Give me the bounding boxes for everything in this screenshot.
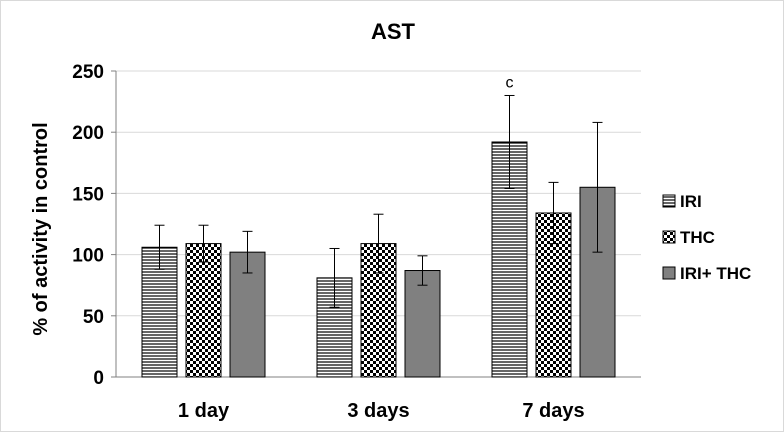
legend-swatch xyxy=(662,266,676,280)
y-tick-label: 250 xyxy=(72,62,104,83)
y-axis-label: % of activity in control xyxy=(30,122,52,335)
chart-title: AST xyxy=(371,19,416,44)
legend-label: THC xyxy=(680,228,715,247)
y-tick-label: 100 xyxy=(72,246,104,267)
bar-iri-0 xyxy=(141,246,178,378)
x-tick-label: 3 days xyxy=(347,400,409,422)
legend-swatch xyxy=(662,194,676,208)
bar-thc-2 xyxy=(535,212,572,378)
bar-thc-0 xyxy=(185,243,222,378)
x-tick-label: 1 day xyxy=(178,400,230,422)
x-tick-label: 7 days xyxy=(522,400,584,422)
x-tick-labels: 1 day 3 days 7 days xyxy=(178,400,585,422)
annotation-label: c xyxy=(506,74,514,91)
legend-label: IRI xyxy=(680,192,702,211)
legend: IRI THC IRI+ THC xyxy=(662,192,751,283)
bar-iri-1 xyxy=(316,277,353,378)
y-tick-label: 0 xyxy=(93,368,104,389)
annotations: c xyxy=(506,74,514,91)
error-bars xyxy=(154,94,603,308)
y-tick-label: 150 xyxy=(72,184,104,205)
bar-iri-thc-1 xyxy=(404,270,441,378)
y-tick-labels: 0 50 100 150 200 250 xyxy=(72,62,104,389)
y-tick-label: 50 xyxy=(83,307,104,328)
legend-swatch xyxy=(662,230,676,244)
legend-label: IRI+ THC xyxy=(680,264,751,283)
y-tick-label: 200 xyxy=(72,123,104,144)
